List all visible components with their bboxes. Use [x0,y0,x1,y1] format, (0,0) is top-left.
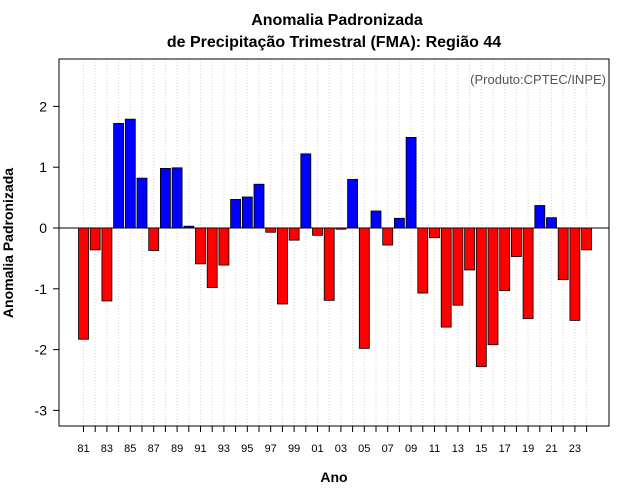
bar-86 [136,177,148,229]
bar-09 [405,137,417,229]
bar-85 [124,118,136,229]
bar-21 [546,217,557,229]
x-tick-label: 89 [171,443,183,455]
plot-area [58,58,610,427]
bar-97 [265,227,277,233]
x-tick-label: 07 [382,443,394,455]
bar-95 [241,196,253,229]
bar-96 [253,183,265,229]
y-axis-title: Anomalia Padronizada [0,168,16,318]
x-tick-label: 21 [545,443,557,455]
x-tick-label: 03 [335,443,347,455]
bar-84 [113,123,124,229]
bar-82 [89,227,101,251]
bars [78,118,592,368]
bar-01 [312,227,323,236]
y-tick-label: -1 [35,281,48,297]
bar-83 [101,227,113,302]
bar-81 [78,227,89,340]
x-tick-label: 01 [311,443,323,455]
x-tick-label: 81 [77,443,89,455]
bar-18 [510,227,522,257]
bar-89 [171,167,183,229]
x-tick-label: 91 [194,443,206,455]
bar-10 [417,227,429,294]
bar-05 [358,227,370,349]
bar-24 [581,227,592,251]
bar-22 [557,227,569,281]
x-tick-label: 85 [124,443,136,455]
y-tick-label: 0 [39,220,47,236]
bar-15 [475,227,487,368]
x-axis: 81 83 85 87 89 91 93 95 97 99 01 03 05 07 09 11 13 15 17 19… [77,426,588,455]
bar-02 [323,227,335,301]
chart-subtitle: de Precipitação Trimestral (FMA): Região… [167,34,501,51]
y-axis: -3 -2 -1 0 1 2 [35,98,59,418]
bar-08 [393,217,405,229]
y-tick-label: 2 [39,98,47,114]
x-tick-label: 95 [241,443,253,455]
bar-93 [218,227,230,266]
bar-03 [335,227,347,230]
x-tick-label: 15 [475,443,487,455]
x-tick-label: 99 [288,443,300,455]
x-tick-label: 09 [405,443,417,455]
bar-07 [382,227,394,246]
bar-88 [159,168,171,229]
x-tick-label: 23 [569,443,581,455]
bar-12 [440,227,452,328]
bar-00 [300,153,312,229]
bar-94 [230,199,242,229]
x-tick-label: 13 [452,443,464,455]
bar-16 [487,227,499,346]
bar-87 [148,227,160,251]
x-tick-label: 83 [101,443,113,455]
bar-13 [452,227,464,306]
bar-11 [429,227,440,239]
chart-title: Anomalia Padronizada [251,12,423,29]
bar-90 [183,225,195,229]
bar-23 [569,227,581,321]
bar-14 [464,227,476,271]
x-tick-label: 93 [218,443,230,455]
y-tick-label: -3 [35,402,48,418]
x-tick-label: 97 [265,443,277,455]
bar-04 [347,178,359,229]
bar-98 [276,227,288,305]
bar-17 [499,227,511,292]
x-tick-label: 87 [148,443,160,455]
x-tick-label: 19 [522,443,534,455]
credit-label: (Produto:CPTEC/INPE) [470,72,606,87]
bar-06 [370,210,382,229]
bar-92 [206,227,218,288]
x-tick-label: 05 [358,443,370,455]
x-tick-label: 17 [499,443,511,455]
y-tick-label: 1 [39,159,47,175]
bar-99 [288,227,300,241]
bar-20 [534,205,546,229]
x-axis-title: Ano [320,469,347,485]
bar-91 [195,227,206,265]
bar-19 [522,227,534,319]
y-tick-label: -2 [35,342,48,358]
x-tick-label: 11 [429,443,440,455]
